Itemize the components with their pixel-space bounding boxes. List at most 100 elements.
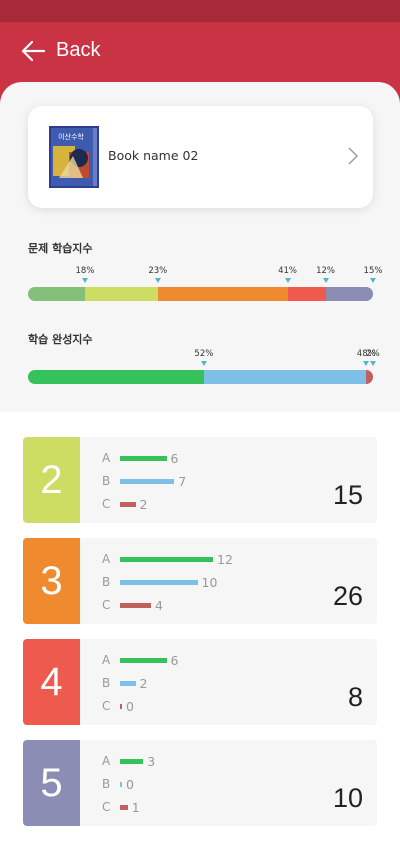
completion-index-marker: 52%: [184, 349, 224, 366]
grade-letter: A: [102, 451, 111, 465]
study-index-percent-label: 18%: [75, 266, 95, 276]
triangle-down-icon: [363, 361, 370, 366]
study-index-percent-label: 41%: [278, 266, 297, 276]
grade-count: 2: [139, 496, 148, 512]
level-card[interactable]: 5 A 3 B 0 C 1 10: [23, 740, 377, 826]
level-number: 2: [23, 437, 80, 523]
book-cover-image: 이산수학: [49, 126, 99, 188]
grade-count: 12: [217, 551, 233, 567]
grade-letter: C: [102, 800, 111, 814]
grade-letter: C: [102, 497, 111, 511]
grade-bar: [120, 781, 122, 787]
grade-bar: [120, 758, 144, 764]
study-index-percent-label: 12%: [316, 266, 335, 276]
grade-count: 4: [155, 597, 163, 613]
grade-count: 3: [147, 753, 156, 769]
grade-count: 7: [178, 473, 187, 489]
back-label: Back: [56, 39, 101, 61]
level-total: 10: [332, 783, 363, 813]
triangle-down-icon: [81, 278, 88, 283]
grade-count: 2: [139, 675, 148, 691]
book-cover-title: 이산수학: [58, 132, 84, 141]
level-total: 26: [332, 581, 363, 611]
grade-bar: [120, 680, 136, 686]
grade-bar: [120, 579, 198, 585]
level-number: 3: [23, 538, 80, 624]
grade-bar: [120, 804, 128, 810]
study-index-segment: [157, 287, 288, 301]
grade-letter: C: [102, 699, 111, 713]
study-index-segment: [287, 287, 326, 301]
grade-letter: B: [102, 474, 111, 488]
completion-index-markers: 52% 48% 2%: [28, 349, 380, 369]
book-card[interactable]: 이산수학 Book name 02: [28, 106, 373, 208]
grade-count: 6: [170, 450, 179, 466]
completion-index-marker: 48%: [346, 349, 386, 366]
completion-index-bar: [28, 370, 373, 384]
summary-panel: 이산수학 Book name 02 문제 학습지수 18% 23% 41% 12% 15…: [0, 82, 400, 412]
completion-index-percent-label: 48%: [356, 349, 376, 359]
grade-count: 10: [201, 574, 218, 590]
chevron-right-icon: [348, 147, 358, 165]
triangle-down-icon: [370, 278, 376, 283]
study-index-markers: 18% 23% 41% 12% 15%: [28, 266, 382, 286]
study-index-marker: 18%: [65, 266, 105, 283]
grade-letter: B: [102, 575, 111, 589]
grade-letter: B: [102, 676, 111, 690]
grade-row-b: B 10: [102, 574, 217, 590]
grade-count: 1: [131, 799, 140, 815]
grade-count: 0: [126, 698, 134, 714]
triangle-down-icon: [370, 361, 376, 366]
study-index-percent-label: 23%: [148, 266, 168, 276]
level-total: 8: [347, 682, 363, 712]
level-total: 15: [332, 480, 363, 510]
completion-index-title: 학습 완성지수: [28, 333, 93, 346]
completion-index-segment: [203, 370, 367, 384]
back-button[interactable]: Back: [20, 39, 100, 62]
arrow-left-icon: [21, 40, 46, 61]
grade-count: 0: [126, 776, 134, 792]
triangle-down-icon: [200, 361, 207, 366]
study-index-segment: [84, 287, 158, 301]
completion-index-percent-label: 52%: [194, 349, 214, 359]
study-index-segment: [28, 287, 85, 301]
grade-letter: C: [102, 598, 111, 612]
grade-bar: [120, 478, 175, 484]
grade-bar: [120, 657, 167, 663]
book-name: Book name 02: [108, 148, 199, 163]
grade-bar: [120, 455, 167, 461]
level-number: 5: [23, 740, 80, 826]
grade-letter: A: [102, 653, 111, 667]
grade-letter: A: [102, 754, 111, 768]
level-card[interactable]: 3 A 12 B 10 C 4 26: [23, 538, 377, 624]
status-bar: [0, 0, 400, 22]
grade-bar: [120, 602, 151, 608]
grade-bar: [120, 501, 136, 507]
grade-letter: A: [102, 552, 111, 566]
study-index-marker: 23%: [138, 266, 178, 283]
level-number: 4: [23, 639, 80, 725]
study-index-marker: 41%: [268, 266, 308, 283]
study-index-title: 문제 학습지수: [28, 242, 93, 255]
level-card[interactable]: 2 A 6 B 7 C 2 15: [23, 437, 377, 523]
grade-bar: [120, 703, 122, 709]
triangle-down-icon: [154, 278, 161, 283]
level-card-list: 2 A 6 B 7 C 2 15 3 A 12 B 10 C 4 26 4 A 6 B 2 C 0 8 5 A 3 B 0 C 1 10: [23, 437, 377, 841]
study-index-marker: 12%: [306, 266, 346, 283]
completion-index-percent-label: 2%: [366, 349, 380, 359]
completion-index-segment: [366, 370, 373, 384]
grade-count: 6: [170, 652, 179, 668]
completion-index-segment: [28, 370, 204, 384]
study-index-segment: [325, 287, 373, 301]
triangle-down-icon: [322, 278, 329, 283]
study-index-marker: 15%: [353, 266, 393, 283]
